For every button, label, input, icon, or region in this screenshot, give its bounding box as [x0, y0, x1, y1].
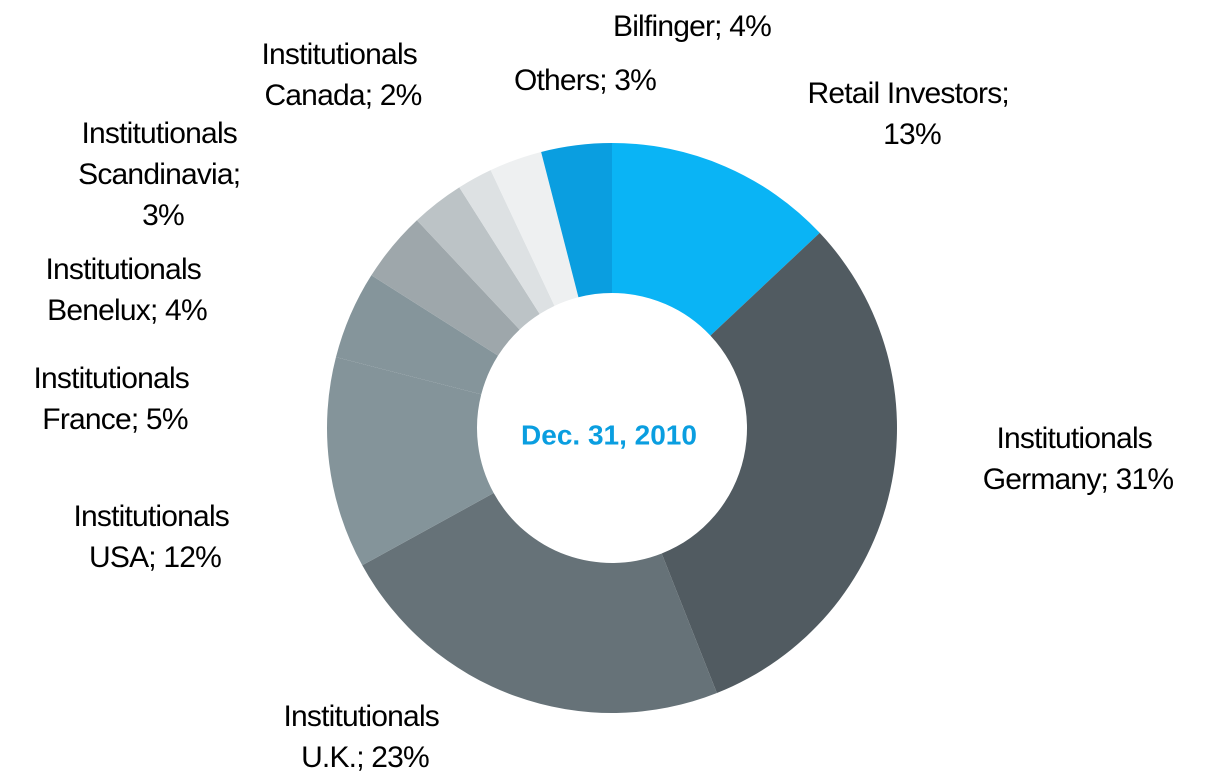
donut-slice	[490, 151, 579, 306]
data-label: Institutionals U.K.; 23%	[283, 700, 446, 774]
center-label: Dec. 31, 2010	[521, 419, 697, 450]
label-line: 13%	[883, 118, 941, 151]
data-label: Institutionals Germany; 31%	[983, 422, 1174, 496]
donut-slice	[371, 220, 520, 356]
donut-slice	[416, 187, 540, 330]
donut-slice	[541, 143, 612, 298]
label-line: Others; 3%	[514, 64, 656, 97]
label-line: Institutionals	[81, 117, 244, 150]
data-label: Others; 3%	[514, 64, 656, 97]
data-label: Bilfinger; 4%	[613, 10, 771, 43]
donut-slice	[362, 493, 717, 714]
donut-slice	[612, 143, 820, 336]
label-line: Institutionals	[996, 422, 1159, 455]
label-line: Institutionals	[283, 700, 446, 733]
label-line: Benelux; 4%	[47, 294, 207, 327]
label-line: USA; 12%	[89, 541, 221, 574]
data-label: Retail Investors; 13%	[807, 77, 1016, 151]
label-line: 3%	[142, 199, 184, 232]
label-line: Institutionals	[33, 362, 196, 395]
label-line: Scandinavia;	[78, 158, 248, 191]
label-line: Germany; 31%	[983, 463, 1174, 496]
data-label: Institutionals USA; 12%	[73, 500, 236, 574]
label-line: Institutionals	[261, 38, 424, 71]
data-label: Institutionals Scandinavia; 3%	[78, 117, 248, 232]
label-line: France; 5%	[42, 403, 188, 436]
label-line: Institutionals	[45, 253, 208, 286]
label-line: Institutionals	[73, 500, 236, 533]
label-line: U.K.; 23%	[301, 741, 429, 774]
label-line: Bilfinger; 4%	[613, 10, 771, 43]
donut-slice	[459, 170, 555, 315]
label-line: Retail Investors;	[807, 77, 1016, 110]
data-label: Institutionals France; 5%	[33, 362, 196, 436]
donut-slice	[335, 275, 499, 395]
data-label: Institutionals Canada; 2%	[261, 38, 424, 112]
label-line: Canada; 2%	[264, 79, 421, 112]
donut-slice	[327, 357, 494, 566]
data-label: Institutionals Benelux; 4%	[45, 253, 208, 327]
donut-slice	[661, 232, 898, 693]
